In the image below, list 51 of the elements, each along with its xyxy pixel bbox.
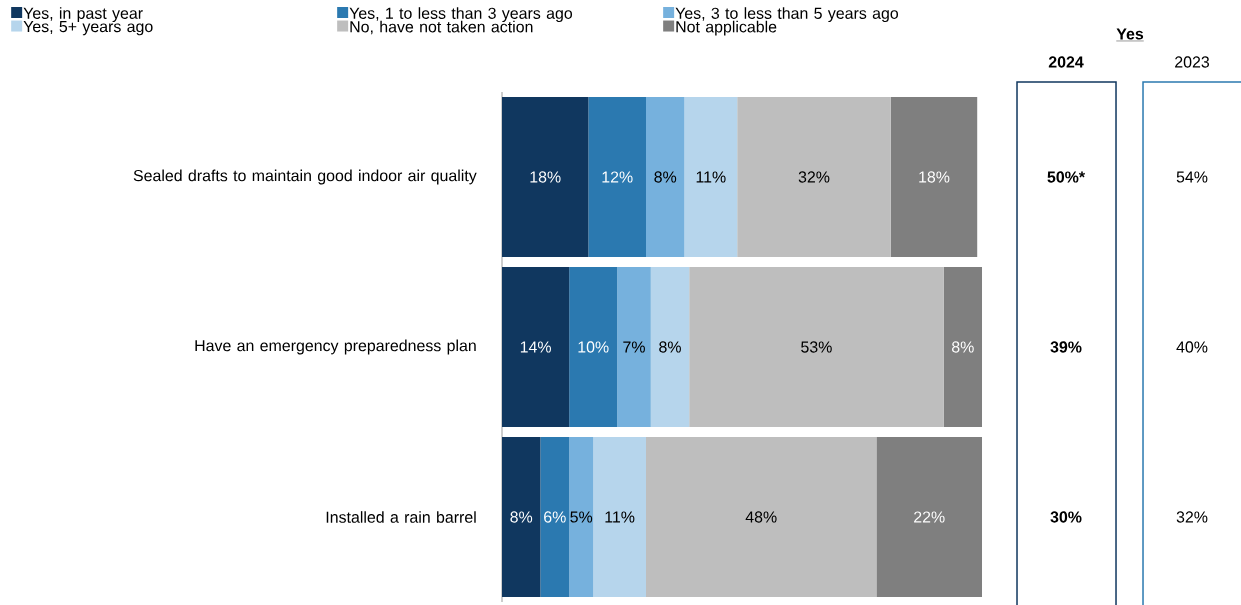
legend-label: Yes, 5+ years ago — [23, 21, 153, 36]
y-tick-label: Installed a rain barrel — [326, 511, 476, 523]
bar — [943, 267, 982, 427]
legend-label: No, have not taken action — [350, 20, 533, 35]
y-tick-label: Sealed drafts to maintain good indoor air quality — [133, 169, 477, 185]
text: Yes — [1116, 28, 1144, 40]
bar — [569, 437, 594, 597]
data-label: 8% — [510, 511, 533, 523]
data-label: 5% — [570, 511, 593, 523]
bar — [646, 97, 685, 257]
data-label: 22% — [914, 511, 945, 523]
bar — [646, 437, 877, 597]
bar — [689, 267, 944, 427]
data-label: 14% — [520, 341, 551, 353]
bar — [617, 267, 651, 427]
bar — [876, 437, 982, 597]
data-label: 18% — [919, 171, 950, 183]
bar — [569, 267, 618, 427]
text: 54% — [1176, 171, 1208, 183]
text: 50%* — [1047, 171, 1086, 183]
text: 30% — [1050, 511, 1082, 523]
bar — [502, 437, 541, 597]
data-label: 32% — [798, 171, 830, 183]
data-label: 48% — [745, 511, 777, 523]
text: 2024 — [1048, 56, 1084, 68]
data-label: 53% — [801, 341, 832, 353]
data-label: 10% — [578, 341, 609, 353]
data-label: 11% — [696, 171, 726, 183]
bar — [890, 97, 978, 257]
text: 40% — [1176, 341, 1208, 353]
bar — [540, 437, 570, 597]
data-label: 18% — [530, 171, 561, 183]
text: 39% — [1050, 341, 1082, 353]
data-label: 8% — [951, 341, 974, 353]
legend-label: Not applicable — [676, 20, 777, 36]
bar — [650, 267, 690, 427]
bar — [588, 97, 646, 257]
data-label: 7% — [623, 341, 645, 353]
data-label: 6% — [544, 511, 566, 523]
text: 2023 — [1175, 56, 1210, 68]
data-label: 8% — [654, 171, 677, 183]
text: 32% — [1176, 511, 1208, 523]
data-label: 11% — [605, 511, 635, 523]
data-label: 8% — [659, 341, 681, 353]
data-label: 12% — [602, 171, 633, 183]
bar — [502, 97, 589, 257]
bar — [502, 267, 570, 427]
bar — [684, 97, 738, 257]
y-tick-label: Have an emergency preparedness plan — [195, 339, 476, 355]
bar — [737, 97, 891, 257]
bar — [593, 437, 646, 597]
